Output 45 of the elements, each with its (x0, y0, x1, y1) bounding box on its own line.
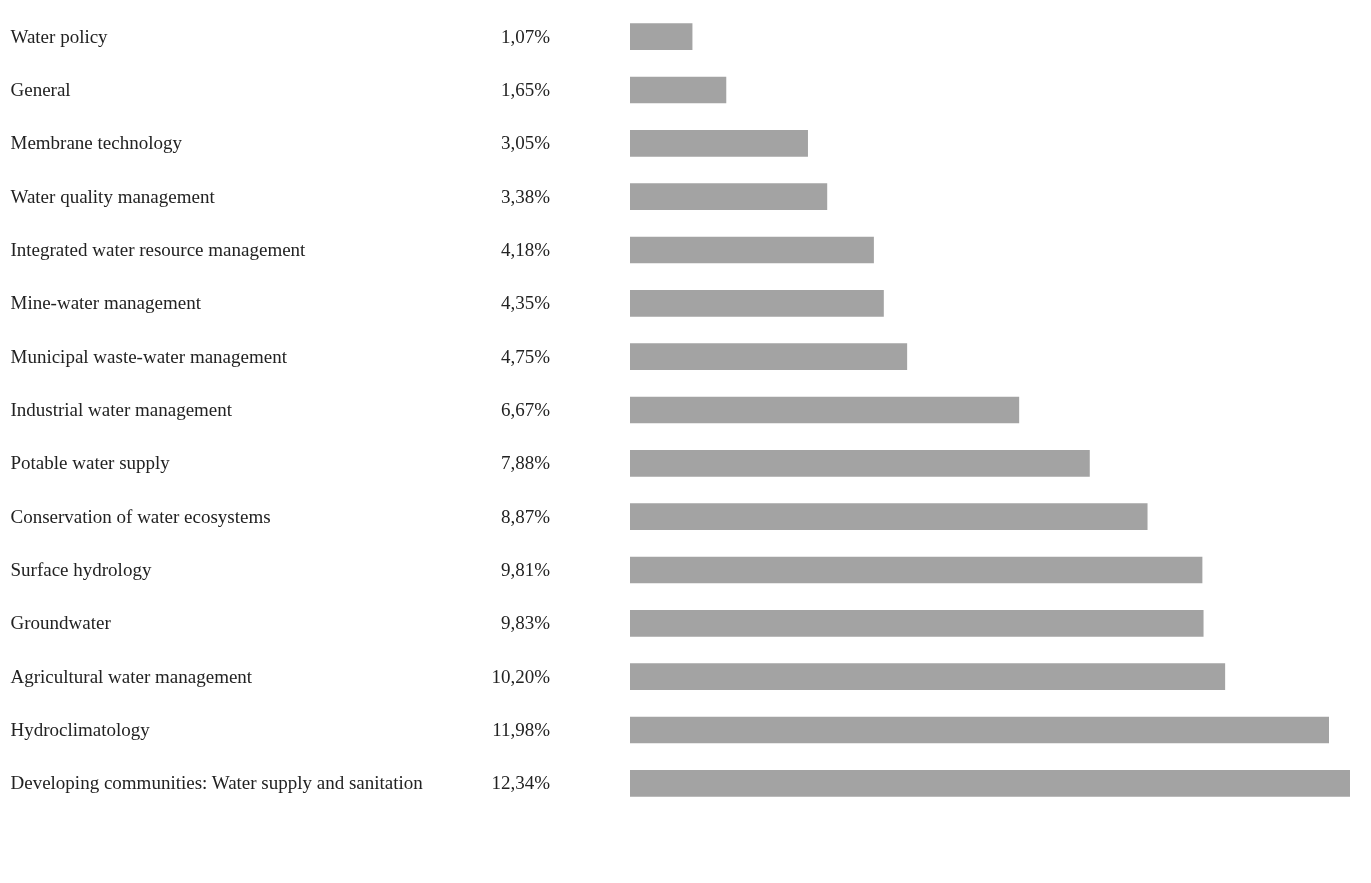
y-tick-label: Industrial water management (10, 399, 233, 420)
y-tick-label: Water policy (10, 25, 109, 47)
y-tick-label: Membrane technology (10, 132, 183, 154)
data-label: 11,98% (492, 719, 551, 740)
data-label: 10,20% (491, 665, 551, 687)
data-label: 1,07% (500, 25, 551, 47)
bar (630, 23, 693, 50)
y-tick-label: Surface hydrology (10, 559, 152, 580)
data-label: 3,05% (500, 132, 551, 154)
data-label: 3,38% (500, 185, 551, 207)
y-tick-label: Developing communities: Water supply and sanitation (10, 772, 424, 794)
data-label: 12,34% (491, 772, 551, 794)
y-tick-label: Municipal waste-water management (10, 345, 288, 367)
bar (630, 663, 1226, 690)
data-label: 8,87% (500, 505, 551, 527)
y-tick-label: Agricultural water management (10, 665, 253, 687)
data-label: 6,67% (500, 399, 551, 420)
y-tick-label: Water quality management (10, 185, 216, 207)
y-tick-label: Integrated water resource management (10, 239, 307, 260)
y-tick-label: Potable water supply (10, 452, 171, 474)
bar (630, 396, 1020, 424)
bar (630, 130, 808, 157)
y-tick-label: Groundwater (10, 612, 112, 634)
y-tick-label: Mine-water management (10, 292, 202, 314)
bar (630, 290, 884, 317)
data-label: 4,35% (500, 292, 551, 314)
bar (630, 770, 1350, 797)
data-label: 4,18% (500, 239, 551, 260)
data-label: 4,75% (500, 345, 551, 367)
bar (630, 716, 1329, 744)
bar (630, 503, 1148, 530)
bar (630, 236, 874, 264)
y-tick-label: Hydroclimatology (10, 719, 151, 740)
bar (630, 610, 1204, 637)
bar (630, 556, 1203, 584)
bar (630, 450, 1090, 477)
y-tick-label: General (10, 79, 71, 100)
data-label: 7,88% (500, 452, 551, 474)
bar (630, 183, 828, 210)
data-label: 9,83% (500, 612, 551, 634)
data-label: 9,81% (500, 559, 551, 580)
bar (630, 343, 908, 370)
bar (630, 76, 727, 104)
data-label: 1,65% (500, 79, 551, 100)
y-tick-label: Conservation of water ecosystems (10, 505, 271, 527)
